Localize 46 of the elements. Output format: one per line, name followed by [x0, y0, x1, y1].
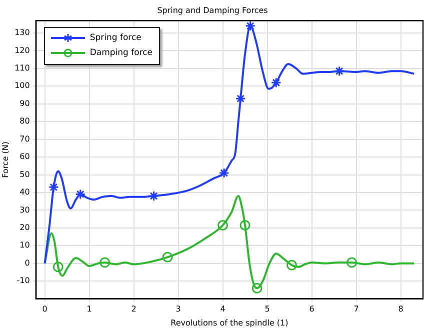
y-tick-label: 20	[20, 223, 30, 232]
x-axis-title: Revolutions of the spindle (1)	[170, 318, 288, 328]
x-tick-label: 8	[398, 304, 404, 314]
y-tick-label: 120	[14, 46, 30, 55]
point	[75, 189, 86, 200]
point	[52, 262, 64, 272]
y-tick-label: 0	[24, 258, 30, 268]
point	[286, 260, 297, 270]
y-tick-label: 100	[14, 81, 30, 90]
x-tick-label: 3	[176, 304, 181, 314]
y-tick-label: 30	[20, 205, 30, 214]
x-tick-label: 5	[264, 304, 270, 314]
point	[48, 182, 59, 192]
point	[270, 77, 282, 88]
x-tick-label: 0	[42, 304, 48, 314]
line-series	[44, 24, 416, 264]
legend-label: Damping force	[90, 48, 153, 58]
x-tick-label: 7	[354, 304, 359, 314]
point	[100, 257, 110, 268]
x-tick-label: 6	[309, 304, 314, 314]
y-tick-label: 80	[20, 116, 30, 126]
point	[346, 257, 358, 268]
y-tick-label: 110	[14, 64, 30, 73]
y-axis-title: Force (N)	[0, 141, 10, 178]
x-tick-label: 1	[86, 304, 92, 314]
y-tick-label: 10	[20, 240, 30, 250]
legend-label: Spring force	[90, 33, 142, 44]
x-tick-label: 2	[131, 304, 136, 314]
point	[218, 168, 230, 178]
y-tick-label: -10	[16, 276, 30, 286]
point	[334, 66, 345, 76]
point	[240, 220, 250, 231]
chart-title: Spring and Damping Forces	[157, 6, 268, 15]
y-tick-label: 70	[20, 134, 30, 144]
point	[235, 93, 246, 104]
point	[245, 20, 256, 32]
point	[218, 220, 228, 231]
y-tick-label: 130	[14, 28, 30, 38]
y-tick-label: 40	[20, 188, 30, 197]
point	[162, 252, 173, 262]
y-tick-label: 50	[20, 170, 30, 179]
y-tick-label: 60	[20, 152, 30, 162]
x-tick-label: 4	[220, 304, 226, 314]
y-tick-label: 90	[20, 98, 30, 108]
point	[148, 190, 160, 202]
point	[252, 282, 262, 294]
